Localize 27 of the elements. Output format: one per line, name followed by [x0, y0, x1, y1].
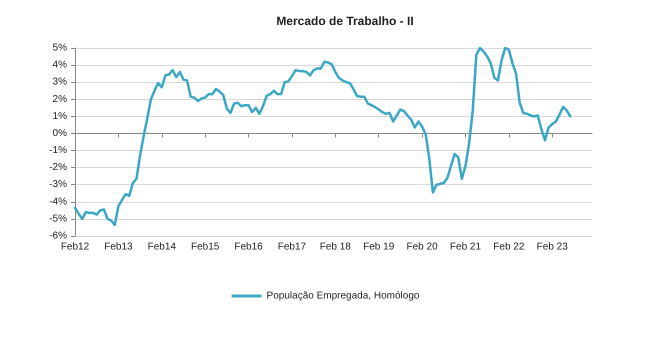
- x-tick-label: Feb13: [104, 242, 133, 252]
- y-tick-label: 3%: [52, 76, 68, 88]
- x-tick-label: Feb 22: [493, 242, 525, 252]
- y-tick-label: -5%: [49, 213, 68, 224]
- y-tick-label: -4%: [49, 196, 68, 208]
- y-tick-label: -2%: [49, 162, 68, 174]
- y-tick-label: -6%: [49, 230, 68, 242]
- y-tick-label: 4%: [52, 60, 68, 71]
- x-tick-label: Feb16: [234, 242, 264, 252]
- x-tick-label: Feb 21: [450, 242, 482, 252]
- y-tick-label: 5%: [52, 42, 68, 54]
- x-tick-label: Feb17: [278, 242, 307, 252]
- x-tick-label: Feb15: [190, 242, 220, 252]
- legend-label: População Empregada, Homólogo: [266, 290, 420, 302]
- x-tick-label: Feb 23: [536, 242, 568, 252]
- y-tick-label: 2%: [52, 94, 68, 105]
- x-tick-label: Feb 18: [320, 242, 352, 252]
- x-tick-label: Feb14: [148, 242, 176, 252]
- chart-title: Mercado de Trabalho - II: [276, 14, 414, 28]
- x-tick-label: Feb 19: [363, 242, 395, 252]
- y-tick-label: -1%: [49, 145, 68, 156]
- y-tick-label: -3%: [49, 179, 68, 190]
- line-series: [74, 46, 572, 226]
- y-tick-label: 0%: [52, 128, 68, 139]
- x-tick-label: Feb 20: [406, 242, 438, 252]
- y-tick-label: 1%: [52, 110, 68, 122]
- x-tick-label: Feb12: [60, 242, 90, 252]
